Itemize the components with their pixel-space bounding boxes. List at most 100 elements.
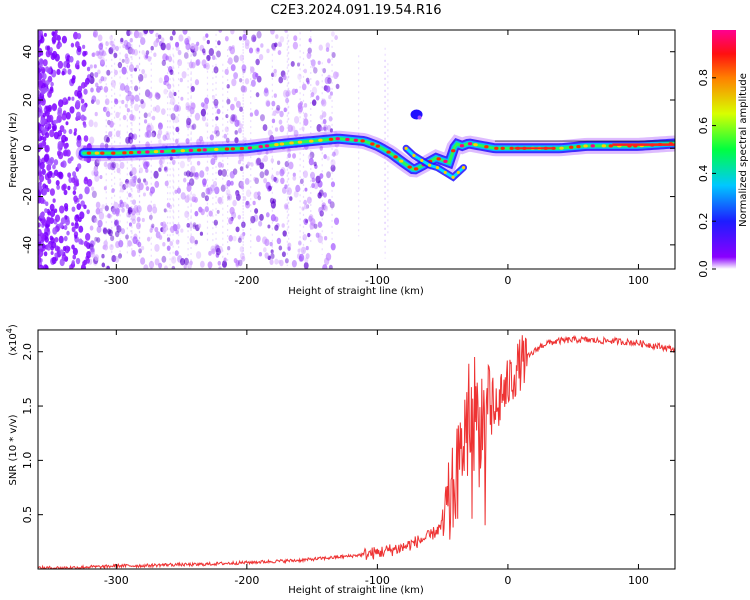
noise-speck bbox=[96, 237, 101, 243]
noise-speck bbox=[38, 222, 41, 228]
noise-speck bbox=[211, 55, 216, 61]
noise-speck bbox=[124, 53, 129, 59]
noise-speck bbox=[153, 40, 159, 48]
noise-speck bbox=[67, 172, 72, 178]
noise-speck bbox=[136, 31, 142, 39]
noise-speck bbox=[105, 136, 111, 143]
noise-speck bbox=[169, 225, 175, 233]
noise-speck bbox=[136, 184, 140, 190]
noise-speck bbox=[214, 155, 218, 161]
noise-speck bbox=[105, 41, 109, 47]
trace-hotspot bbox=[386, 150, 391, 154]
colorbar-tick-label: 0.2 bbox=[697, 212, 710, 230]
noise-speck bbox=[290, 60, 295, 67]
noise-speck bbox=[94, 217, 98, 224]
colorbar-tick-label: 0.6 bbox=[697, 117, 710, 135]
noise-speck bbox=[94, 71, 99, 78]
noise-speck bbox=[315, 175, 321, 184]
noise-speck bbox=[164, 166, 168, 171]
noise-speck bbox=[129, 30, 133, 35]
noise-speck bbox=[245, 200, 249, 206]
noise-speck bbox=[132, 199, 137, 205]
noise-speck bbox=[283, 203, 289, 210]
trace-hotspot bbox=[230, 147, 236, 151]
noise-speck bbox=[145, 54, 149, 59]
noise-speck bbox=[65, 112, 71, 120]
noise-speck bbox=[82, 50, 87, 57]
noise-speck bbox=[201, 59, 207, 67]
noise-speck bbox=[111, 207, 116, 214]
noise-speck bbox=[151, 132, 155, 138]
noise-speck bbox=[69, 264, 74, 269]
noise-speck bbox=[137, 188, 141, 194]
noise-speck bbox=[151, 130, 157, 138]
noise-speck bbox=[224, 126, 229, 133]
noise-speck bbox=[306, 52, 312, 59]
noise-speck bbox=[96, 156, 101, 164]
noise-speck bbox=[186, 156, 191, 163]
noise-speck bbox=[101, 253, 105, 259]
noise-speck bbox=[275, 170, 280, 176]
noise-speck bbox=[125, 234, 129, 240]
noise-speck bbox=[208, 48, 215, 57]
noise-speck bbox=[270, 30, 275, 35]
noise-speck bbox=[38, 34, 42, 41]
noise-speck bbox=[229, 46, 236, 55]
noise-speck bbox=[46, 243, 52, 251]
noise-speck bbox=[71, 244, 75, 250]
noise-speck bbox=[41, 218, 47, 226]
noise-speck bbox=[109, 40, 113, 46]
noise-speck bbox=[73, 128, 78, 133]
noise-speck bbox=[291, 260, 297, 268]
noise-speck bbox=[150, 45, 154, 51]
noise-speck bbox=[199, 231, 204, 236]
noise-speck bbox=[103, 134, 110, 143]
noise-speck bbox=[140, 245, 145, 251]
noise-speck bbox=[208, 250, 212, 256]
noise-speck bbox=[268, 185, 272, 191]
noise-speck bbox=[235, 100, 241, 108]
noise-speck bbox=[71, 222, 75, 227]
noise-speck bbox=[249, 112, 254, 117]
noise-speck bbox=[97, 69, 101, 75]
noise-speck bbox=[98, 48, 104, 56]
noise-speck bbox=[96, 85, 101, 93]
noise-speck bbox=[239, 78, 243, 83]
noise-speck bbox=[215, 130, 220, 137]
noise-speck bbox=[38, 47, 43, 55]
noise-speck bbox=[147, 112, 152, 117]
noise-speck bbox=[167, 83, 172, 90]
noise-speck bbox=[73, 195, 78, 203]
noise-speck bbox=[209, 134, 214, 141]
noise-speck bbox=[216, 108, 221, 115]
noise-speck bbox=[134, 94, 140, 102]
noise-speck bbox=[328, 116, 333, 122]
noise-speck bbox=[287, 148, 291, 153]
noise-speck bbox=[322, 68, 327, 74]
noise-speck bbox=[297, 107, 303, 114]
noise-speck bbox=[324, 235, 328, 241]
noise-speck bbox=[104, 205, 109, 212]
noise-speck bbox=[82, 44, 86, 49]
noise-speck bbox=[325, 252, 332, 261]
noise-speck bbox=[106, 228, 112, 235]
noise-speck bbox=[127, 207, 133, 214]
noise-speck bbox=[228, 235, 233, 242]
noise-speck bbox=[163, 88, 168, 95]
noise-speck bbox=[330, 159, 336, 167]
spectrogram-x-tick-label: -100 bbox=[365, 274, 390, 287]
noise-speck bbox=[44, 265, 49, 269]
noise-speck bbox=[260, 114, 265, 122]
noise-speck bbox=[315, 232, 320, 238]
noise-speck bbox=[143, 30, 149, 35]
noise-speck bbox=[45, 105, 50, 111]
noise-speck bbox=[207, 261, 213, 269]
noise-speck bbox=[171, 159, 176, 165]
noise-speck bbox=[138, 248, 142, 254]
spectrogram-x-tick-label: -200 bbox=[234, 274, 259, 287]
noise-speck bbox=[250, 162, 254, 167]
noise-speck bbox=[214, 103, 218, 109]
noise-speck bbox=[270, 174, 275, 181]
noise-speck bbox=[183, 264, 187, 269]
noise-speck bbox=[131, 218, 136, 225]
